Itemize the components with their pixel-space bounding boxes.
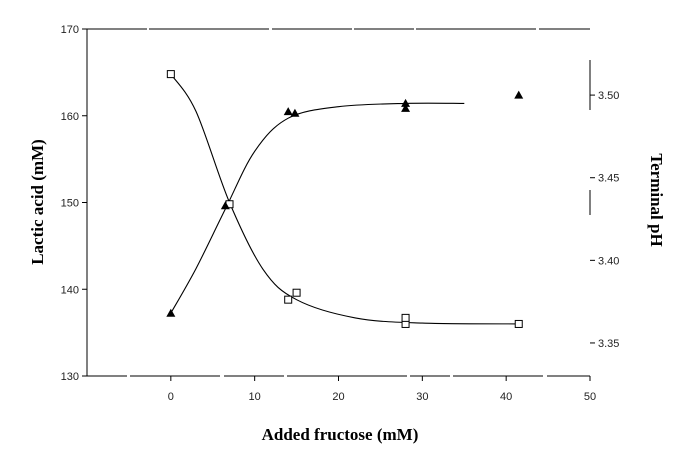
ph-point [290, 108, 300, 117]
left-y-ticks: 130 140 150 160 170 [61, 24, 87, 383]
x-tick-label: 50 [584, 391, 596, 403]
right-tick-label: 3.45 [598, 173, 619, 185]
right-y-axis-title: Terminal pH [647, 153, 666, 246]
lactic-acid-fit-curve [170, 73, 519, 325]
left-y-axis-title: Lactic acid (mM) [28, 139, 47, 265]
data-markers [166, 70, 524, 328]
lactic-acid-point [514, 319, 523, 328]
lactic-acid-point [166, 70, 175, 79]
x-tick-label: 30 [416, 391, 428, 403]
lactic-acid-point [292, 288, 301, 297]
lactic-acid-point [401, 313, 410, 322]
x-tick-label: 20 [332, 391, 344, 403]
ph-point [514, 90, 524, 99]
left-tick-label: 170 [61, 24, 79, 36]
x-tick-label: 0 [168, 391, 174, 403]
right-y-ticks: 3.35 3.40 3.45 3.50 [590, 90, 619, 350]
ph-fit-curve [170, 102, 465, 314]
right-tick-label: 3.35 [598, 338, 619, 350]
x-ticks: 0 10 20 30 40 50 [168, 376, 596, 403]
fit-curves [170, 73, 519, 325]
lactic-acid-point [284, 295, 293, 304]
left-tick-label: 150 [61, 198, 79, 210]
ph-point [166, 308, 176, 317]
left-tick-label: 130 [61, 371, 79, 383]
x-tick-label: 10 [249, 391, 261, 403]
ph-point [283, 107, 293, 116]
right-tick-label: 3.50 [598, 90, 619, 102]
x-axis-title: Added fructose (mM) [262, 425, 419, 444]
x-tick-label: 40 [500, 391, 512, 403]
left-tick-label: 160 [61, 111, 79, 123]
ph-point [401, 98, 411, 107]
left-tick-label: 140 [61, 284, 79, 296]
ph-point [220, 201, 230, 210]
ph-point [401, 103, 411, 112]
right-tick-label: 3.40 [598, 255, 619, 267]
